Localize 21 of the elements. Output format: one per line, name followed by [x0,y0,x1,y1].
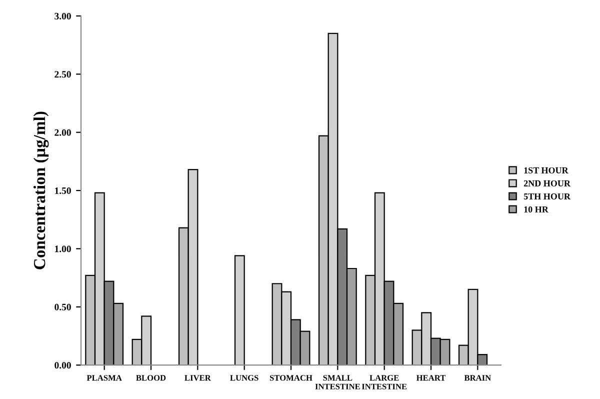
legend-label: 1ST HOUR [524,167,568,174]
x-tick-label: LIVER [184,375,211,381]
x-tick-label: LUNGS [230,375,258,381]
y-tick-label: 1.00 [55,246,71,252]
y-tick-label: 1.50 [55,187,71,194]
y-tick-label: 3.00 [54,12,71,20]
y-tick-label: 0.00 [54,362,71,369]
y-tick-label: 0.50 [54,304,71,310]
x-tick-label: HEART [416,375,446,381]
legend-label: 10 HR [524,206,548,212]
x-tick-label: STOMACH [270,375,312,381]
x-tick-label: SMALL INTESTINE [315,375,360,390]
x-tick-label: BRAIN [464,375,491,381]
legend-label: 5TH HOUR [524,193,571,200]
y-axis-title: Concentration (µg/ml) [33,112,49,270]
y-tick-label: 2.50 [54,71,71,78]
x-tick-label: LARGE INTESTINE [362,375,407,390]
x-tick-label: BLOOD [136,375,166,381]
x-tick-label: PLASMA [86,375,122,381]
legend-label: 2ND HOUR [524,180,571,186]
y-tick-label: 2.00 [54,129,71,136]
